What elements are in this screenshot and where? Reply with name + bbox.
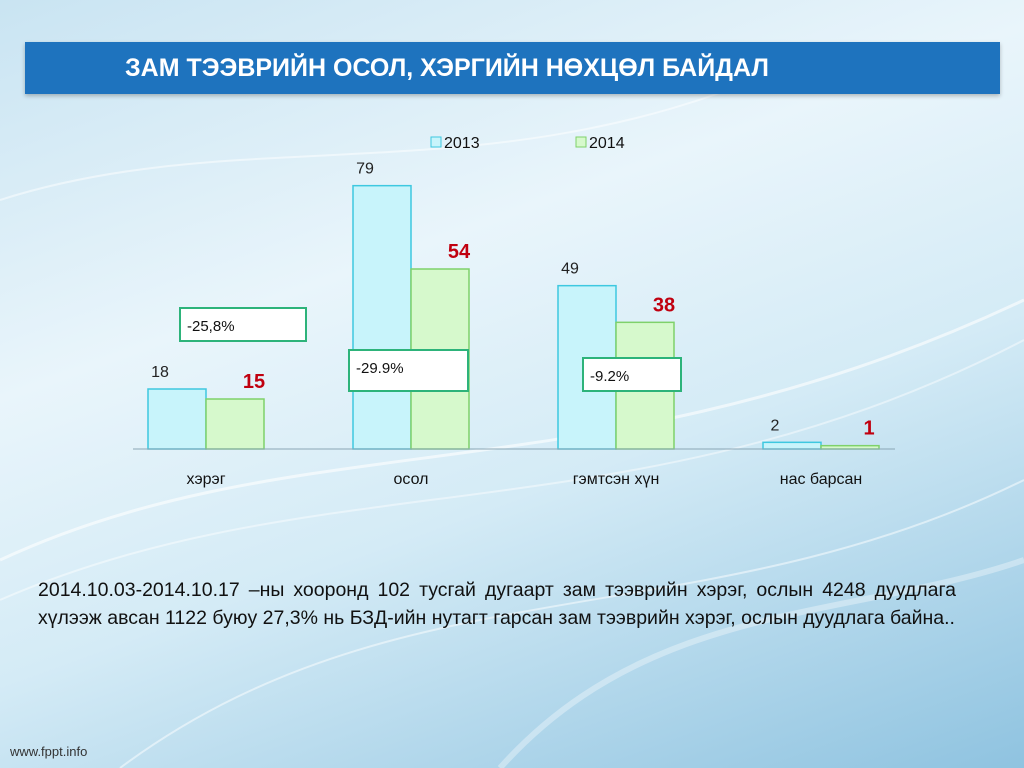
value-label-2014-2: 38 [653,294,675,316]
legend-swatch-2013 [430,136,442,148]
change-box-osol: -29.9% [348,349,469,392]
page-title: ЗАМ ТЭЭВРИЙН ОСОЛ, ХЭРГИЙН НӨХЦӨЛ БАЙДАЛ [25,42,1000,94]
value-label-2014-3: 1 [863,418,874,440]
legend-label-2014: 2014 [589,135,625,152]
value-label-2013-2: 49 [561,261,579,278]
x-axis-tick-labels: хэрэг осол гэмтсэн хүн нас барсан [186,471,862,488]
bar-2014-0 [205,398,265,450]
value-label-2013-0: 18 [151,364,169,381]
chart-value-labels: 18 15 79 54 49 38 2 1 [151,161,874,440]
value-label-2013-1: 79 [356,161,374,178]
chart-legend: 2013 2014 [430,135,625,152]
x-tick-label-1: осол [394,471,429,488]
change-box-gemtsen: -9.2% [582,357,682,392]
change-box-hereg: -25,8% [179,307,307,342]
bar-2013-3 [762,441,822,450]
legend-swatch-2014 [575,136,587,148]
x-tick-label-3: нас барсан [780,471,863,488]
bar-chart: 2013 2014 18 15 79 54 49 38 2 1 хэрэг осол гэмтсэн… [133,135,895,488]
summary-text: 2014.10.03-2014.10.17 –ны хооронд 102 ту… [38,579,956,629]
value-label-2014-1: 54 [448,241,471,263]
value-label-2014-0: 15 [243,371,265,393]
legend-label-2013: 2013 [444,135,480,152]
x-tick-label-0: хэрэг [186,471,225,488]
x-tick-label-2: гэмтсэн хүн [573,471,660,488]
bar-2013-1 [352,184,412,450]
footer-url: www.fppt.info [10,744,88,759]
bar-2013-0 [147,388,207,450]
value-label-2013-3: 2 [771,417,780,434]
